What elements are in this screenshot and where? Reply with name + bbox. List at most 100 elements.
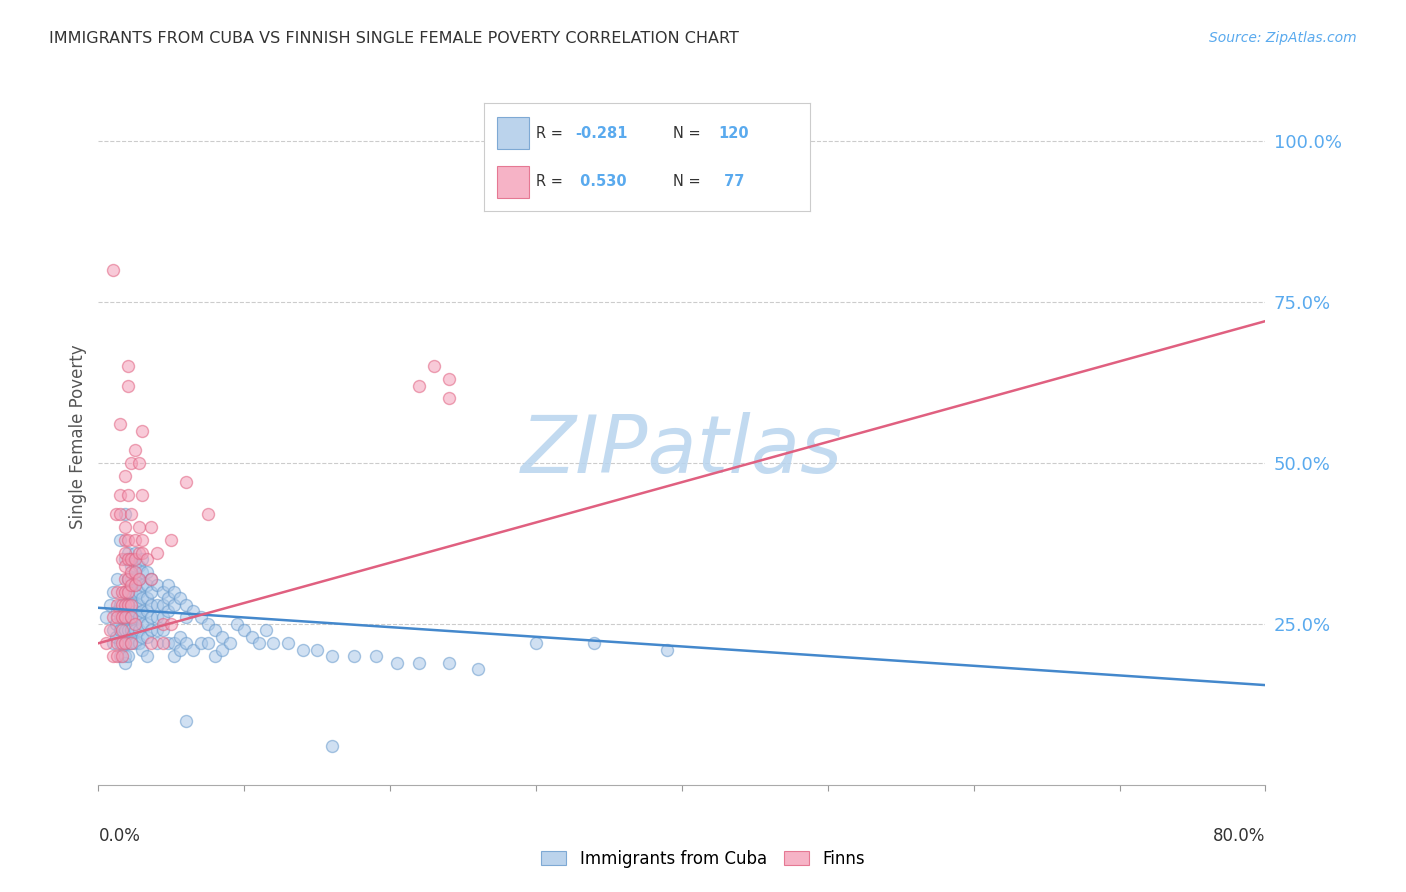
Point — [131, 604, 153, 618]
Point — [146, 636, 169, 650]
Point — [117, 378, 139, 392]
Point — [262, 636, 284, 650]
Point — [152, 598, 174, 612]
Point — [169, 591, 191, 606]
Point — [101, 610, 124, 624]
Point — [110, 417, 132, 432]
Point — [104, 616, 127, 631]
Point — [101, 584, 124, 599]
Point — [131, 424, 153, 438]
Point — [120, 636, 142, 650]
Point — [128, 546, 150, 560]
Point — [343, 649, 366, 664]
Point — [111, 624, 134, 638]
Point — [146, 546, 169, 560]
Point — [114, 468, 136, 483]
Point — [120, 578, 142, 592]
Point — [114, 552, 136, 566]
Point — [247, 636, 270, 650]
Point — [135, 604, 157, 618]
Point — [114, 584, 136, 599]
Point — [114, 508, 136, 522]
Point — [101, 649, 124, 664]
Point — [128, 624, 150, 638]
Point — [139, 584, 162, 599]
Point — [117, 488, 139, 502]
Point — [423, 359, 446, 374]
Point — [120, 558, 142, 573]
Point — [128, 610, 150, 624]
Point — [131, 546, 153, 560]
Point — [157, 636, 180, 650]
Point — [197, 616, 219, 631]
Point — [146, 598, 169, 612]
Point — [128, 558, 150, 573]
Point — [114, 624, 136, 638]
Point — [408, 656, 430, 670]
Point — [120, 456, 142, 470]
Point — [131, 552, 153, 566]
Point — [157, 591, 180, 606]
Point — [124, 572, 146, 586]
Point — [163, 649, 186, 664]
Point — [110, 636, 132, 650]
Point — [163, 584, 186, 599]
Point — [131, 566, 153, 580]
Point — [131, 642, 153, 657]
Point — [117, 649, 139, 664]
Point — [114, 636, 136, 650]
Point — [94, 636, 117, 650]
Point — [135, 649, 157, 664]
Point — [321, 739, 343, 754]
Point — [437, 372, 460, 386]
Point — [114, 533, 136, 548]
Text: Source: ZipAtlas.com: Source: ZipAtlas.com — [1209, 31, 1357, 45]
Point — [98, 598, 121, 612]
Point — [152, 584, 174, 599]
Point — [128, 456, 150, 470]
Point — [120, 552, 142, 566]
Point — [135, 578, 157, 592]
Point — [152, 624, 174, 638]
Point — [139, 624, 162, 638]
Point — [120, 508, 142, 522]
Point — [181, 642, 204, 657]
Point — [174, 598, 197, 612]
Point — [211, 630, 233, 644]
Point — [146, 624, 169, 638]
Point — [146, 578, 169, 592]
Point — [174, 636, 197, 650]
Point — [124, 624, 146, 638]
Point — [105, 572, 128, 586]
Point — [169, 642, 191, 657]
Point — [157, 578, 180, 592]
Point — [139, 572, 162, 586]
Point — [124, 578, 146, 592]
Point — [657, 642, 679, 657]
Point — [114, 610, 136, 624]
Point — [105, 649, 128, 664]
Point — [111, 584, 134, 599]
Point — [117, 584, 139, 599]
Point — [233, 624, 256, 638]
Point — [114, 598, 136, 612]
Point — [152, 610, 174, 624]
Point — [117, 610, 139, 624]
Point — [105, 610, 128, 624]
Point — [124, 604, 146, 618]
Point — [157, 604, 180, 618]
Point — [110, 533, 132, 548]
Point — [124, 546, 146, 560]
Point — [104, 630, 127, 644]
Point — [124, 442, 146, 457]
Legend: Immigrants from Cuba, Finns: Immigrants from Cuba, Finns — [534, 844, 872, 875]
Point — [101, 624, 124, 638]
Point — [204, 624, 226, 638]
Point — [120, 610, 142, 624]
Point — [124, 533, 146, 548]
Point — [120, 598, 142, 612]
Point — [174, 610, 197, 624]
Point — [481, 134, 503, 148]
Point — [111, 598, 134, 612]
Point — [524, 636, 547, 650]
